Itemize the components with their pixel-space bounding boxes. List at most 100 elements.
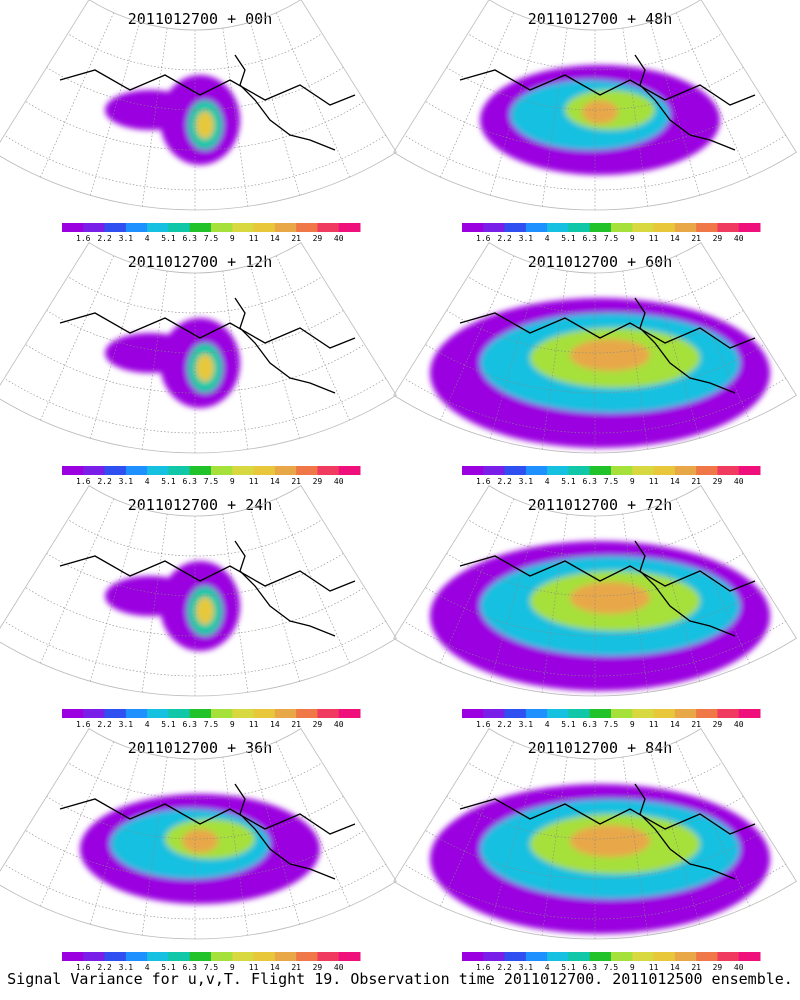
colorbar-label: 4 [545, 963, 550, 972]
colorbar-label: 40 [334, 963, 344, 972]
colorbar-swatch [462, 223, 484, 232]
colorbar-swatch [611, 952, 633, 961]
colorbar-label: 2.2 [97, 234, 112, 243]
map-area [393, 0, 797, 211]
colorbar-swatch [232, 223, 255, 232]
colorbar-label: 9 [230, 234, 235, 243]
colorbar-swatch [125, 223, 148, 232]
colorbar-label: 14 [670, 963, 680, 972]
colorbar-swatch [462, 952, 484, 961]
latitude-line [0, 728, 397, 880]
colorbar-swatch [83, 709, 106, 718]
colorbar-swatch [104, 223, 127, 232]
map-frame [393, 728, 797, 940]
colorbar-swatch [253, 223, 276, 232]
colorbar-label: 6.3 [182, 963, 197, 972]
colorbar-swatch [611, 466, 633, 475]
colorbar-swatch [83, 223, 106, 232]
colorbar-swatch [632, 466, 655, 475]
colorbar-label: 4 [145, 720, 150, 729]
colorbar-label: 2.2 [497, 963, 512, 972]
colorbar-swatch [232, 952, 255, 961]
variance-field [80, 794, 320, 904]
colorbar-label: 6.3 [182, 477, 197, 486]
map-area [0, 485, 397, 697]
colorbar-swatch [632, 952, 655, 961]
colorbar-swatch [274, 952, 297, 961]
colorbar-swatch [589, 709, 612, 718]
colorbar-swatch [338, 709, 361, 718]
field-shade [196, 111, 214, 139]
colorbar-label: 4 [545, 477, 550, 486]
colorbar-label: 21 [691, 234, 701, 243]
colorbar-swatch [253, 466, 276, 475]
colorbar-label: 11 [649, 720, 659, 729]
colorbar-label: 11 [249, 720, 259, 729]
colorbar-swatch [589, 223, 612, 232]
colorbar-swatch [568, 952, 591, 961]
colorbar-swatch [104, 952, 127, 961]
coastline [634, 540, 736, 637]
map-panel-60h: 2011012700 + 60h 1.6 2.2 3.1 4 5.1 6.3 7.5 9 11 1… [393, 242, 797, 486]
colorbar-label: 9 [630, 477, 635, 486]
field-shade [182, 829, 218, 853]
colorbar-label: 2.2 [97, 963, 112, 972]
colorbar-swatch [147, 466, 169, 475]
colorbar-label: 40 [334, 720, 344, 729]
field-shade [570, 825, 650, 857]
map-panel-72h: 2011012700 + 72h 1.6 2.2 3.1 4 5.1 6.3 7.5 9 11 1… [393, 485, 797, 729]
colorbar-swatch [211, 952, 233, 961]
colorbar-label: 29 [713, 720, 723, 729]
colorbar-swatch [232, 466, 255, 475]
colorbar-label: 5.1 [161, 720, 176, 729]
colorbar-label: 2.2 [97, 477, 112, 486]
colorbar-swatch [338, 223, 361, 232]
coastline [234, 54, 336, 151]
colorbar-label: 3.1 [119, 477, 134, 486]
colorbar: 1.6 2.2 3.1 4 5.1 6.3 7.5 9 11 14 21 29 40 [62, 223, 361, 243]
coastline [59, 555, 356, 592]
variance-field [105, 318, 240, 408]
colorbar-label: 1.6 [76, 720, 91, 729]
colorbar-swatch [168, 223, 191, 232]
colorbar-swatch [525, 709, 548, 718]
colorbar-swatch [525, 466, 548, 475]
colorbar-swatch [211, 466, 233, 475]
colorbar-swatch [253, 952, 276, 961]
colorbar-swatch [189, 223, 212, 232]
colorbar-label: 4 [145, 963, 150, 972]
colorbar-label: 21 [291, 720, 301, 729]
colorbar-swatch [483, 223, 506, 232]
colorbar-swatch [653, 952, 676, 961]
coastline [234, 783, 336, 880]
colorbar-swatch [296, 709, 318, 718]
map-area [393, 485, 797, 697]
colorbar-swatch [504, 466, 527, 475]
longitude-line [276, 255, 350, 421]
colorbar-swatch [568, 223, 591, 232]
coastline [459, 798, 756, 835]
colorbar-label: 4 [145, 234, 150, 243]
map-panel-48h: 2011012700 + 48h 1.6 2.2 3.1 4 5.1 6.3 7.5 9 11 1… [393, 0, 797, 243]
colorbar-label: 7.5 [204, 963, 219, 972]
colorbar-swatch [611, 709, 633, 718]
colorbar-swatch [232, 709, 255, 718]
colorbar-label: 1.6 [76, 477, 91, 486]
colorbar-swatch [483, 709, 506, 718]
variance-field [430, 298, 770, 448]
colorbar-label: 21 [291, 963, 301, 972]
colorbar-label: 29 [313, 720, 323, 729]
colorbar-label: 7.5 [204, 477, 219, 486]
colorbar-swatch [211, 223, 233, 232]
colorbar-swatch [338, 952, 361, 961]
colorbar-label: 5.1 [161, 234, 176, 243]
colorbar-swatch [253, 709, 276, 718]
colorbar-swatch [317, 952, 340, 961]
colorbar-label: 9 [630, 720, 635, 729]
map-area [0, 728, 397, 940]
colorbar-label: 3.1 [519, 720, 534, 729]
colorbar-label: 1.6 [76, 963, 91, 972]
colorbar-label: 21 [691, 963, 701, 972]
panel-title: 2011012700 + 00h [128, 10, 273, 28]
colorbar-swatch [611, 223, 633, 232]
